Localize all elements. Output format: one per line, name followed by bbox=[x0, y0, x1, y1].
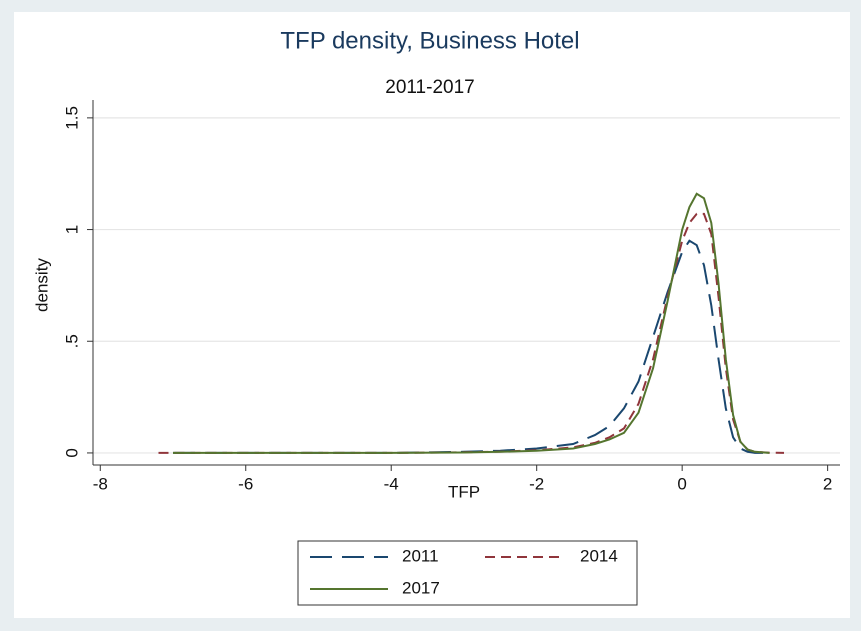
x-tick-label: 0 bbox=[677, 474, 686, 493]
x-tick-label: -8 bbox=[93, 474, 108, 493]
chart-title: TFP density, Business Hotel bbox=[280, 27, 579, 54]
y-tick-label: 1 bbox=[62, 225, 81, 234]
line-series bbox=[158, 212, 785, 454]
chart-subtitle: 2011-2017 bbox=[385, 77, 474, 98]
x-axis-label: TFP bbox=[448, 482, 480, 501]
line-series bbox=[173, 192, 770, 454]
x-tick-label: -6 bbox=[238, 474, 253, 493]
x-tick-label: -4 bbox=[384, 474, 399, 493]
legend-label: 2014 bbox=[580, 546, 618, 565]
legend-label: 2017 bbox=[402, 578, 440, 597]
y-axis-label: density bbox=[32, 258, 51, 312]
y-tick-label: .5 bbox=[62, 334, 81, 348]
x-tick-label: -2 bbox=[529, 474, 544, 493]
graph-region bbox=[14, 12, 850, 618]
y-tick-label: 1.5 bbox=[62, 106, 81, 130]
x-tick-label: 2 bbox=[823, 474, 832, 493]
y-tick-label: 0 bbox=[62, 448, 81, 457]
legend-label: 2011 bbox=[402, 546, 439, 565]
legend-box bbox=[297, 540, 638, 606]
